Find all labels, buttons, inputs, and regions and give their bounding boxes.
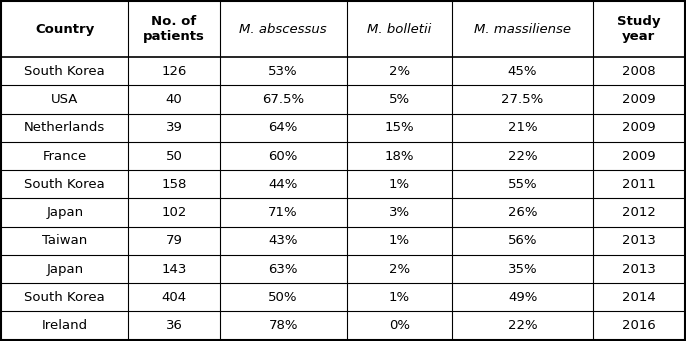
- Text: 126: 126: [161, 65, 187, 78]
- Text: 35%: 35%: [508, 263, 537, 276]
- Text: 71%: 71%: [268, 206, 298, 219]
- Text: Japan: Japan: [46, 206, 83, 219]
- Text: 27.5%: 27.5%: [501, 93, 544, 106]
- Text: 63%: 63%: [268, 263, 298, 276]
- Text: South Korea: South Korea: [25, 65, 105, 78]
- Text: 2011: 2011: [622, 178, 656, 191]
- Text: 26%: 26%: [508, 206, 537, 219]
- Text: Japan: Japan: [46, 263, 83, 276]
- Text: Study
year: Study year: [617, 15, 661, 43]
- Text: South Korea: South Korea: [25, 178, 105, 191]
- Text: 22%: 22%: [508, 319, 537, 332]
- Text: 67.5%: 67.5%: [262, 93, 304, 106]
- Text: 5%: 5%: [389, 93, 410, 106]
- Text: 2%: 2%: [389, 65, 410, 78]
- Text: 2012: 2012: [622, 206, 656, 219]
- Text: 78%: 78%: [268, 319, 298, 332]
- Text: 2013: 2013: [622, 263, 656, 276]
- Text: 158: 158: [161, 178, 187, 191]
- Text: 79: 79: [165, 234, 182, 247]
- Text: 404: 404: [161, 291, 187, 304]
- Text: 18%: 18%: [385, 150, 414, 163]
- Text: 2014: 2014: [622, 291, 656, 304]
- Text: 64%: 64%: [268, 121, 298, 134]
- Text: 2009: 2009: [622, 93, 656, 106]
- Text: 53%: 53%: [268, 65, 298, 78]
- Text: 49%: 49%: [508, 291, 537, 304]
- Text: 22%: 22%: [508, 150, 537, 163]
- Text: France: France: [43, 150, 87, 163]
- Text: 55%: 55%: [508, 178, 537, 191]
- Text: South Korea: South Korea: [25, 291, 105, 304]
- Text: 2013: 2013: [622, 234, 656, 247]
- Text: Ireland: Ireland: [42, 319, 88, 332]
- Text: 40: 40: [165, 93, 182, 106]
- Text: 0%: 0%: [389, 319, 410, 332]
- Text: 15%: 15%: [385, 121, 414, 134]
- Text: USA: USA: [51, 93, 78, 106]
- Text: 2008: 2008: [622, 65, 656, 78]
- Text: Taiwan: Taiwan: [42, 234, 87, 247]
- Text: 102: 102: [161, 206, 187, 219]
- Text: 44%: 44%: [268, 178, 298, 191]
- Text: M. massiliense: M. massiliense: [474, 23, 571, 36]
- Text: 43%: 43%: [268, 234, 298, 247]
- Text: 50%: 50%: [268, 291, 298, 304]
- Text: 50: 50: [165, 150, 182, 163]
- Text: 21%: 21%: [508, 121, 537, 134]
- Text: 39: 39: [165, 121, 182, 134]
- Text: 2009: 2009: [622, 121, 656, 134]
- Text: 1%: 1%: [389, 178, 410, 191]
- Text: M. abscessus: M. abscessus: [239, 23, 327, 36]
- Text: 60%: 60%: [268, 150, 298, 163]
- Text: Netherlands: Netherlands: [24, 121, 106, 134]
- Text: 56%: 56%: [508, 234, 537, 247]
- Text: No. of
patients: No. of patients: [143, 15, 205, 43]
- Text: 3%: 3%: [389, 206, 410, 219]
- Text: 2016: 2016: [622, 319, 656, 332]
- Text: 2009: 2009: [622, 150, 656, 163]
- Text: 143: 143: [161, 263, 187, 276]
- Text: 45%: 45%: [508, 65, 537, 78]
- Text: 2%: 2%: [389, 263, 410, 276]
- Text: 36: 36: [165, 319, 182, 332]
- Text: 1%: 1%: [389, 291, 410, 304]
- Text: Country: Country: [35, 23, 95, 36]
- Text: 1%: 1%: [389, 234, 410, 247]
- Text: M. bolletii: M. bolletii: [367, 23, 431, 36]
